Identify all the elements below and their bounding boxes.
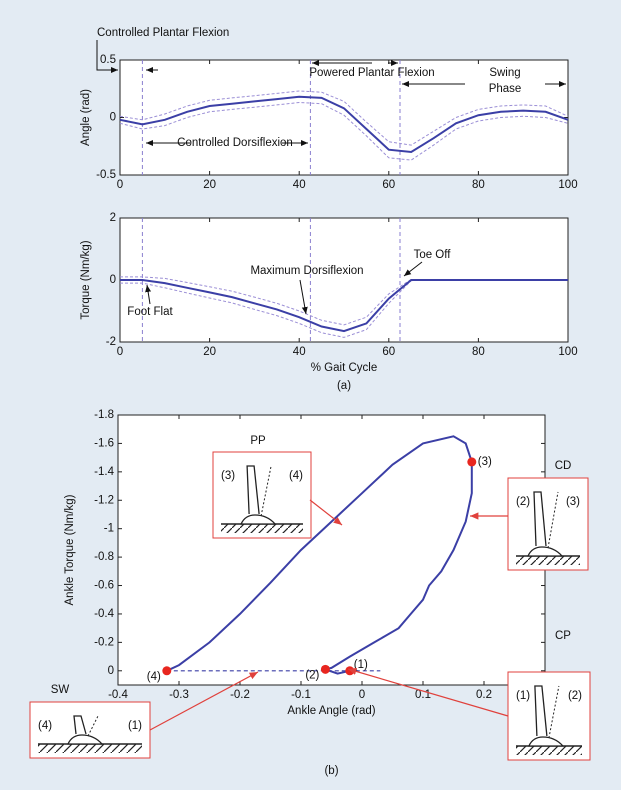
inset-title: SW (51, 684, 70, 696)
caption: (b) (324, 765, 338, 777)
x-tick-label: 0 (359, 689, 365, 701)
x-tick-label: -0.2 (230, 689, 250, 701)
inset-title: CP (555, 630, 571, 642)
x-tick-label: 80 (472, 179, 485, 191)
point-label: (4) (147, 671, 161, 683)
y-tick-label: -1.6 (94, 437, 114, 449)
annotation: Foot Flat (127, 306, 173, 318)
inset-title: PP (250, 435, 266, 447)
y-tick-label: 0 (110, 274, 116, 286)
y-axis-label: Angle (rad) (80, 89, 92, 146)
annotation: Powered Plantar Flexion (309, 67, 434, 79)
x-tick-label: 40 (293, 346, 306, 358)
annotation: Toe Off (414, 249, 452, 261)
annotation: Swing (489, 67, 520, 79)
inset-title: CD (555, 460, 572, 472)
inset-part: (1) (128, 720, 142, 732)
y-tick-label: -1 (104, 523, 114, 535)
phase-point (467, 457, 476, 466)
annotation: Phase (489, 83, 522, 95)
x-tick-label: 60 (382, 346, 395, 358)
point-label: (1) (354, 659, 368, 671)
inset-part: (2) (516, 496, 530, 508)
inset-part: (4) (289, 470, 303, 482)
x-tick-label: 100 (558, 346, 577, 358)
y-tick-label: -2 (106, 336, 116, 348)
phase-point (321, 665, 330, 674)
y-tick-label: -0.6 (94, 580, 114, 592)
ground (221, 524, 303, 533)
x-tick-label: 0 (117, 179, 123, 191)
inset-part: (1) (516, 690, 530, 702)
x-tick-label: -0.3 (169, 689, 189, 701)
ground (516, 556, 580, 565)
point-label: (2) (305, 669, 319, 681)
y-tick-label: 0.5 (100, 54, 116, 66)
ground (38, 744, 142, 753)
annotation: Controlled Plantar Flexion (97, 27, 229, 39)
inset-part: (2) (568, 690, 582, 702)
y-axis-label: Torque (Nm/kg) (80, 240, 92, 319)
x-tick-label: 0.2 (476, 689, 492, 701)
y-tick-label: 0 (110, 112, 116, 124)
x-tick-label: -0.1 (291, 689, 311, 701)
y-tick-label: 0 (108, 665, 114, 677)
x-axis-label: Ankle Angle (rad) (287, 705, 375, 717)
figure: 020406080100-0.500.5Angle (rad)Controlle… (0, 0, 621, 790)
x-tick-label: 20 (203, 179, 216, 191)
y-tick-label: 2 (110, 212, 116, 224)
y-tick-label: -0.8 (94, 551, 114, 563)
y-tick-label: -1.2 (94, 494, 114, 506)
inset-part: (4) (38, 720, 52, 732)
annotation: Maximum Dorsiflexion (250, 265, 363, 277)
x-tick-label: -0.4 (108, 689, 128, 701)
phase-point (162, 666, 171, 675)
point-label: (3) (478, 456, 492, 468)
y-tick-label: -0.4 (94, 608, 114, 620)
annotation: Controlled Dorsiflexion (177, 137, 293, 149)
inset-part: (3) (221, 470, 235, 482)
ground (516, 746, 582, 755)
x-tick-label: 0 (117, 346, 123, 358)
x-tick-label: 60 (382, 179, 395, 191)
y-axis-label: Ankle Torque (Nm/kg) (64, 494, 76, 605)
y-tick-label: -1.4 (94, 466, 114, 478)
x-tick-label: 100 (558, 179, 577, 191)
y-tick-label: -0.2 (94, 636, 114, 648)
x-tick-label: 80 (472, 346, 485, 358)
inset-part: (3) (566, 496, 580, 508)
caption: (a) (337, 380, 351, 392)
x-axis-label: % Gait Cycle (311, 362, 377, 374)
x-tick-label: 20 (203, 346, 216, 358)
x-tick-label: 40 (293, 179, 306, 191)
y-tick-label: -1.8 (94, 409, 114, 421)
y-tick-label: -0.5 (96, 169, 116, 181)
